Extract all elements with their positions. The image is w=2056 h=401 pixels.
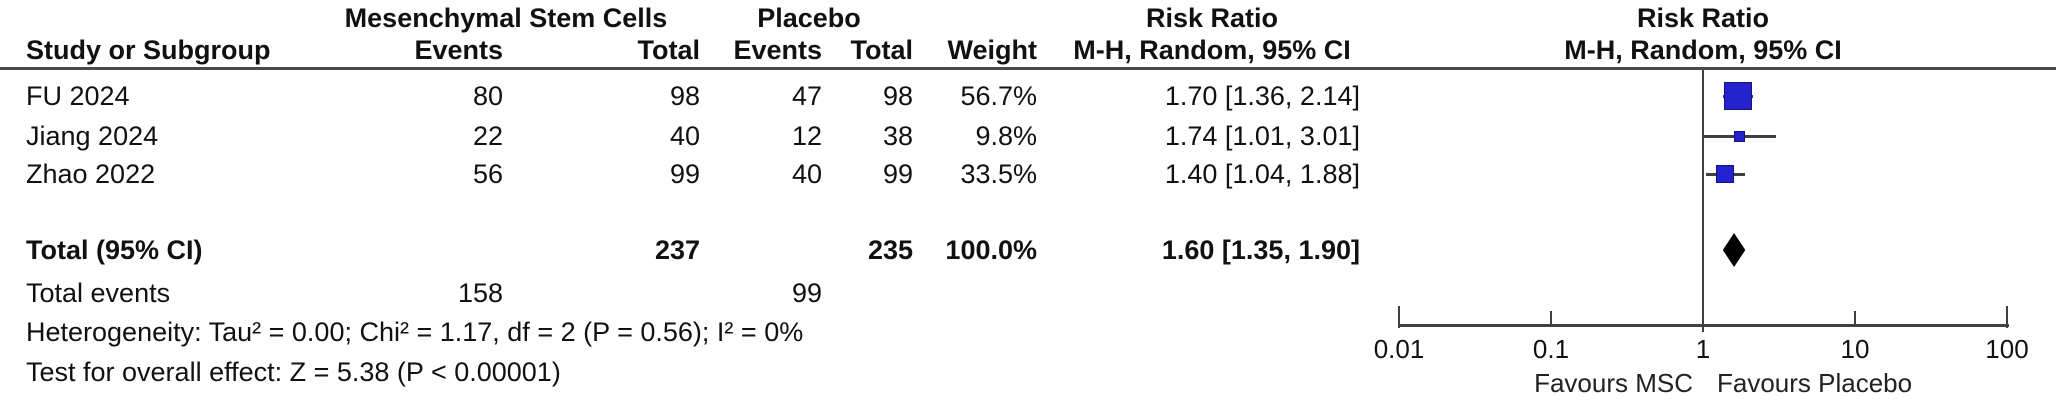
axis-tick bbox=[1854, 311, 1856, 325]
msc-total-value: 99 bbox=[669, 159, 700, 189]
axis-tick bbox=[1702, 311, 1704, 325]
axis-tick bbox=[1550, 311, 1552, 325]
axis-tick-label: 10 bbox=[1840, 334, 1870, 364]
total-label: Total (95% CI) bbox=[26, 235, 203, 265]
column-header-study: Study or Subgroup bbox=[26, 35, 271, 65]
study-name: Zhao 2022 bbox=[26, 159, 156, 189]
placebo-events-value: 12 bbox=[791, 121, 822, 151]
group-header-placebo: Placebo bbox=[757, 3, 861, 33]
total-events-placebo: 99 bbox=[791, 278, 822, 308]
column-header-msc-events: Events bbox=[414, 35, 503, 65]
total-weight: 100.0% bbox=[945, 235, 1037, 265]
study-weight-marker bbox=[1716, 165, 1735, 183]
axis-tick-label: 100 bbox=[1985, 334, 2029, 364]
axis-tick-label: 1 bbox=[1695, 334, 1711, 364]
favours-left-label: Favours MSC bbox=[1534, 368, 1693, 398]
column-header-msc-total: Total bbox=[637, 35, 701, 65]
placebo-events-value: 47 bbox=[791, 81, 822, 111]
placebo-total-value: 38 bbox=[882, 121, 913, 151]
placebo-events-value: 40 bbox=[791, 159, 822, 189]
column-header-mh-random-ci-plot: M-H, Random, 95% CI bbox=[1564, 35, 1842, 65]
msc-events-value: 56 bbox=[472, 159, 503, 189]
column-header-weight: Weight bbox=[947, 35, 1038, 65]
study-name: Jiang 2024 bbox=[26, 121, 159, 151]
null-effect-line bbox=[1702, 70, 1704, 332]
axis-tick bbox=[1398, 306, 1400, 328]
study-weight-marker bbox=[1734, 130, 1746, 142]
total-events-msc: 158 bbox=[457, 278, 503, 308]
column-header-placebo-events: Events bbox=[733, 35, 822, 65]
axis-tick bbox=[2006, 306, 2008, 328]
axis-tick-label: 0.01 bbox=[1373, 334, 1425, 364]
total-risk-ratio-ci: 1.60 [1.35, 1.90] bbox=[1161, 235, 1360, 265]
risk-ratio-ci-value: 1.74 [1.01, 3.01] bbox=[1164, 121, 1360, 151]
msc-events-value: 22 bbox=[472, 121, 503, 151]
placebo-total-value: 98 bbox=[882, 81, 913, 111]
header-underline bbox=[0, 67, 2056, 70]
placebo-total-value: 99 bbox=[882, 159, 913, 189]
risk-ratio-plot-title: Risk Ratio bbox=[1636, 3, 1770, 33]
weight-value: 33.5% bbox=[960, 159, 1037, 189]
heterogeneity-stats: Heterogeneity: Tau² = 0.00; Chi² = 1.17,… bbox=[26, 317, 804, 347]
group-header-msc: Mesenchymal Stem Cells bbox=[344, 3, 668, 33]
study-weight-marker bbox=[1724, 82, 1753, 110]
msc-events-value: 80 bbox=[472, 81, 503, 111]
x-axis-line bbox=[1399, 324, 2009, 327]
total-events-label: Total events bbox=[26, 278, 171, 308]
column-header-placebo-total: Total bbox=[850, 35, 914, 65]
weight-value: 9.8% bbox=[975, 121, 1037, 151]
study-name: FU 2024 bbox=[26, 81, 130, 111]
axis-tick-label: 0.1 bbox=[1532, 334, 1570, 364]
overall-effect-stats: Test for overall effect: Z = 5.38 (P < 0… bbox=[26, 357, 561, 387]
weight-value: 56.7% bbox=[960, 81, 1037, 111]
total-placebo-total: 235 bbox=[867, 235, 913, 265]
risk-ratio-ci-value: 1.70 [1.36, 2.14] bbox=[1164, 81, 1360, 111]
pooled-effect-diamond bbox=[1722, 233, 1746, 267]
risk-ratio-text-column-title: Risk Ratio bbox=[1145, 3, 1279, 33]
column-header-mh-random-ci-text: M-H, Random, 95% CI bbox=[1073, 35, 1351, 65]
total-msc-total: 237 bbox=[654, 235, 700, 265]
risk-ratio-ci-value: 1.40 [1.04, 1.88] bbox=[1164, 159, 1360, 189]
msc-total-value: 40 bbox=[669, 121, 700, 151]
favours-right-label: Favours Placebo bbox=[1717, 368, 1913, 398]
msc-total-value: 98 bbox=[669, 81, 700, 111]
